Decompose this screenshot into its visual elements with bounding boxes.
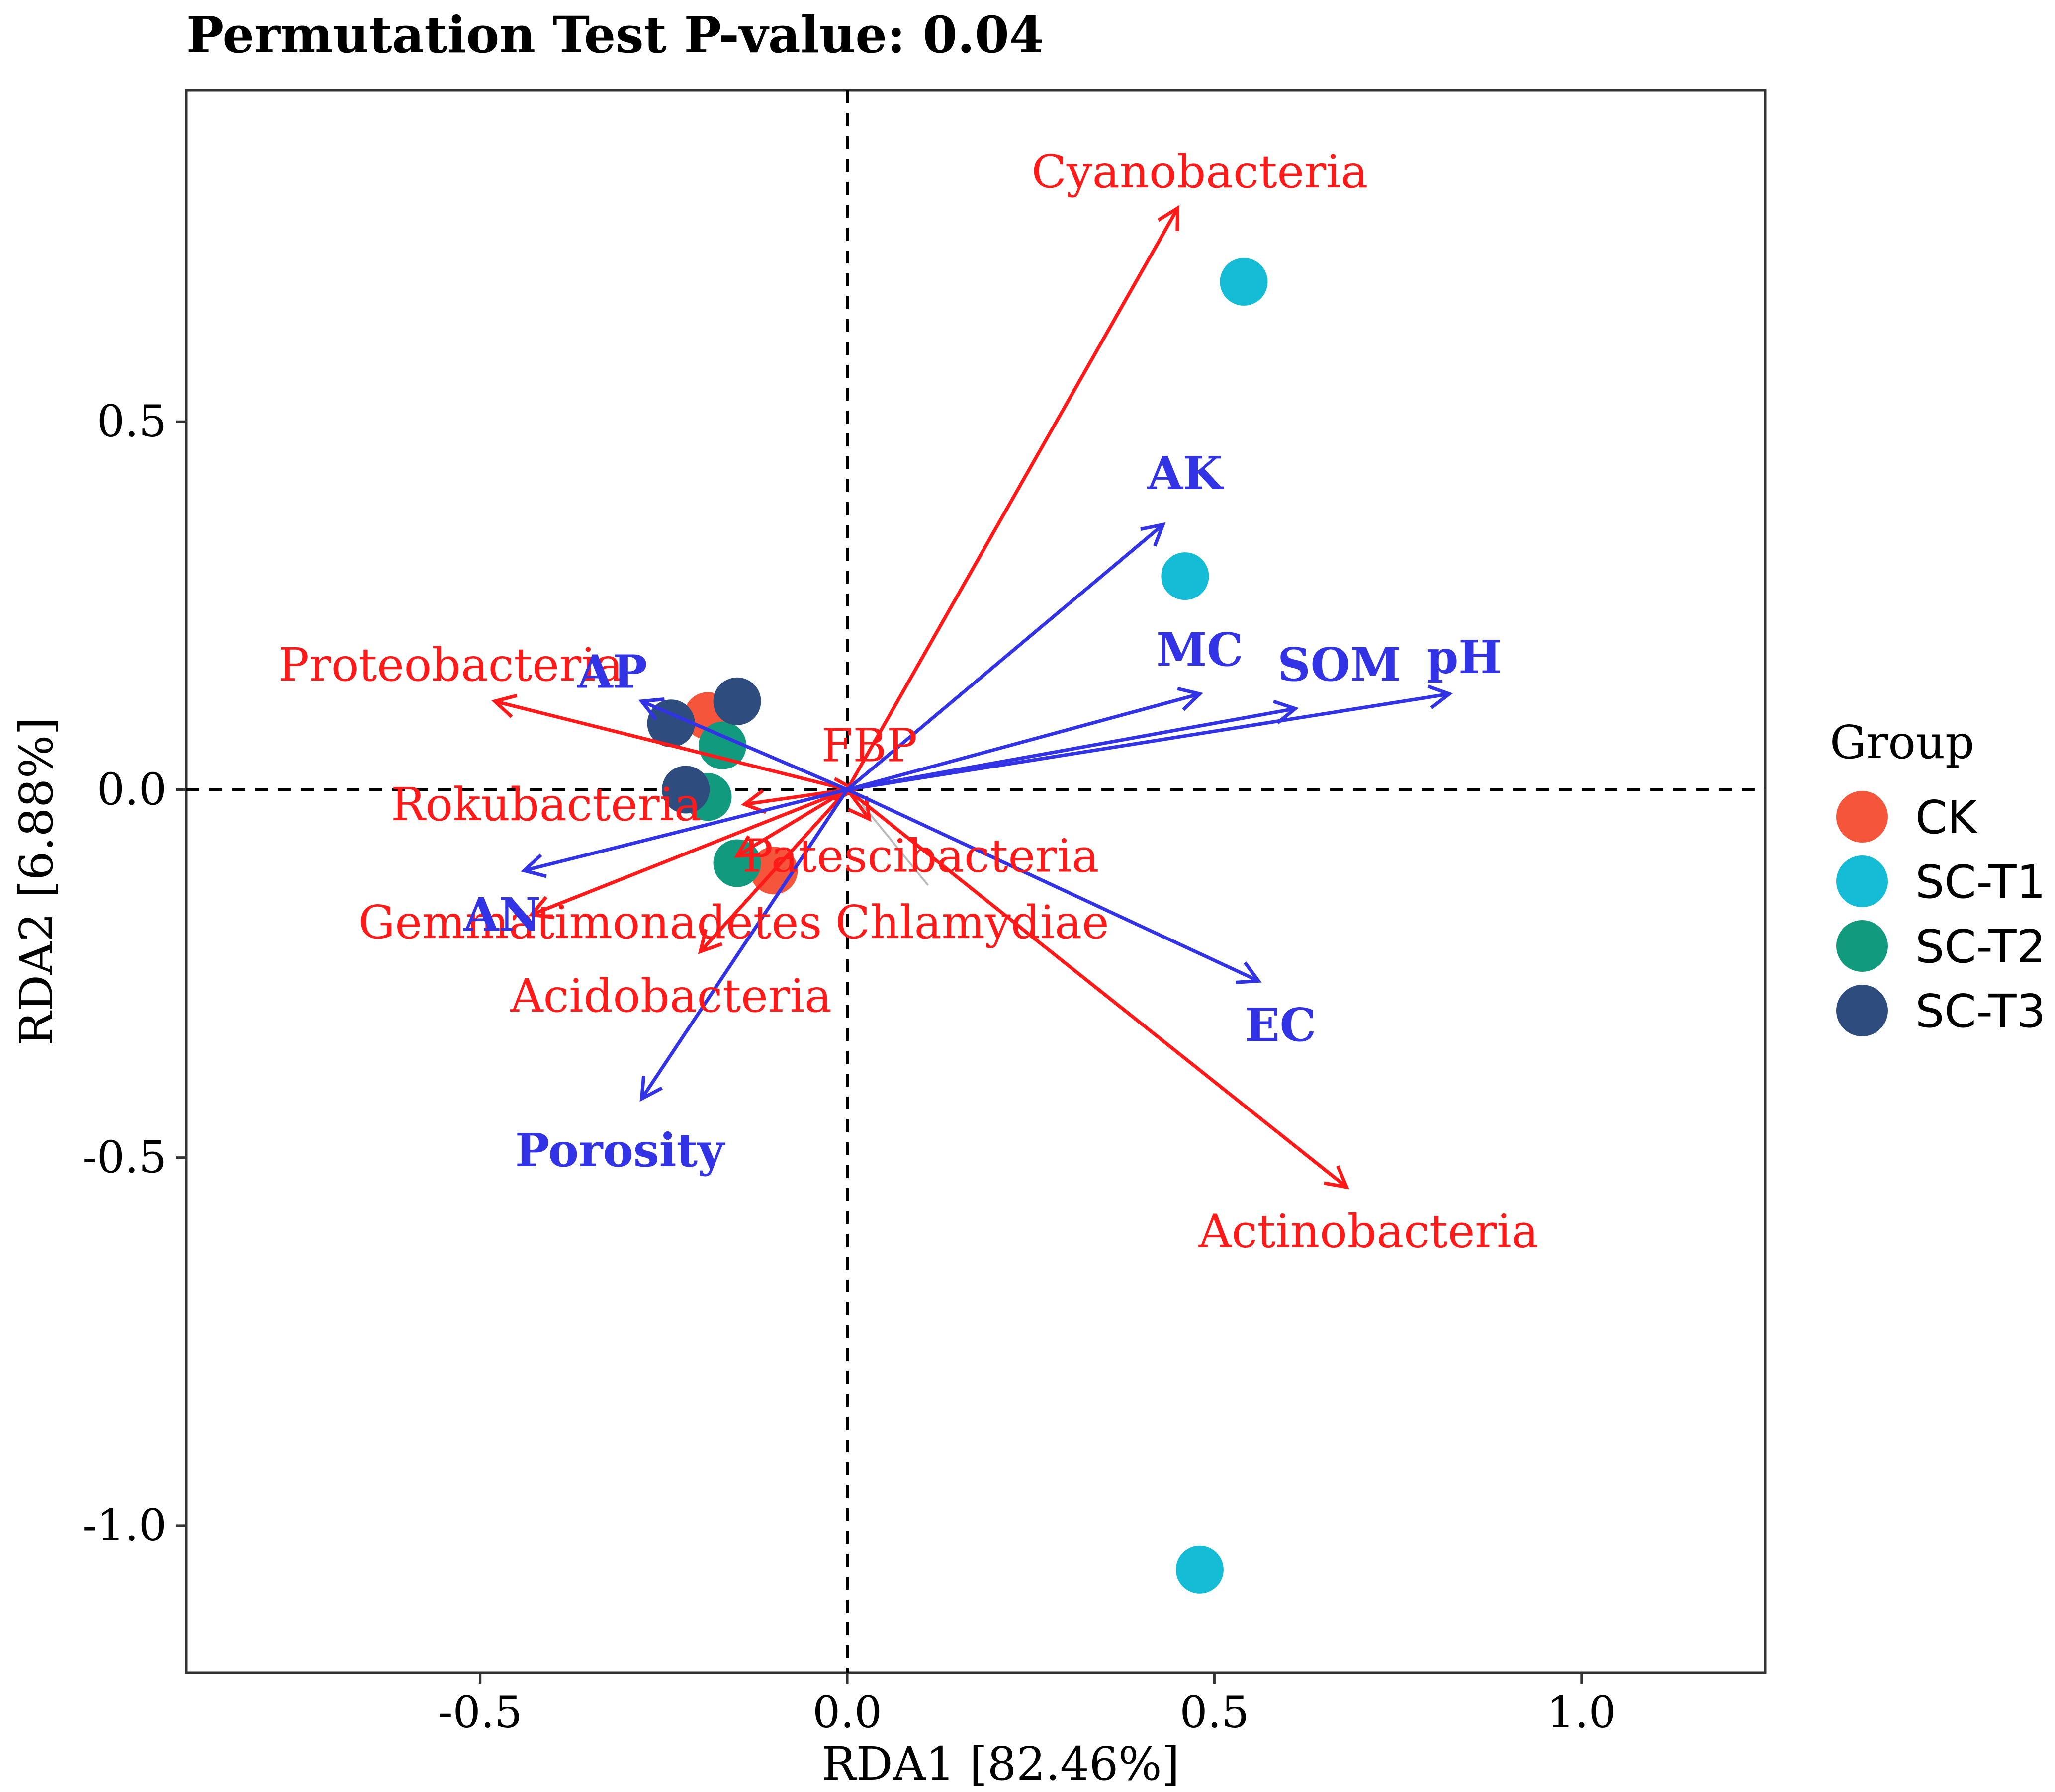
species-label-fbp: FBP (821, 719, 917, 772)
x-tick-label: 1.0 (1547, 1687, 1616, 1738)
env-arrow-ec (846, 788, 1259, 983)
species-arrow-actinobacteria (846, 788, 1348, 1189)
species-label-gemmatimonadetes: Gemmatimonadetes (358, 896, 822, 949)
species-arrow-cyanobacteria (846, 207, 1179, 791)
sample-point-sc-t1-2 (1220, 257, 1268, 306)
sample-point-sc-t3-8 (647, 699, 695, 748)
env-arrowhead-som (1273, 699, 1299, 725)
species-arrowhead-acidobacteria (698, 929, 723, 954)
species-label-proteobacteria: Proteobacteria (278, 638, 623, 691)
y-tick-label: -0.5 (82, 1132, 167, 1183)
legend-label-sc-t2: SC-T2 (1915, 920, 2046, 973)
species-label-cyanobacteria: Cyanobacteria (1032, 145, 1368, 198)
x-tick-label: 0.0 (812, 1687, 882, 1738)
legend-title: Group (1830, 716, 1974, 769)
env-arrowhead-ec (1235, 961, 1262, 984)
species-arrow-patescibacteria (736, 788, 848, 857)
chart-title: Permutation Test P-value: 0.04 (186, 5, 1044, 64)
x-tick-label: 0.5 (1179, 1687, 1249, 1738)
species-arrow-rokubacteria (744, 787, 848, 806)
x-tick-label: -0.5 (438, 1687, 523, 1738)
env-arrowhead-mc (1177, 686, 1203, 711)
env-arrowhead-ph (1427, 684, 1453, 709)
sample-point-sc-t2-5 (699, 721, 747, 769)
env-arrow-an (524, 788, 848, 872)
legend-label-sc-t3: SC-T3 (1915, 985, 2046, 1038)
env-label-ph: pH (1427, 630, 1502, 684)
env-arrow-mc (847, 692, 1200, 791)
env-label-ec: EC (1245, 998, 1316, 1052)
legend-swatch-sc-t1 (1836, 855, 1888, 907)
legend-swatch-ck (1836, 791, 1888, 843)
faint-connector-line (861, 803, 929, 886)
x-axis-label: RDA1 [82.46%] (822, 1737, 1180, 1791)
species-label-rokubacteria: Rokubacteria (391, 778, 702, 831)
legend-swatch-sc-t3 (1836, 985, 1888, 1036)
species-label-patescibacteria: Patescibacteria (742, 830, 1099, 883)
y-axis-label: RDA2 [6.88%] (10, 717, 63, 1046)
env-label-an: AN (463, 888, 540, 941)
species-arrowhead-gemmatimonadetes (528, 896, 555, 920)
env-label-ak: AK (1147, 446, 1224, 500)
species-arrow-proteobacteria (494, 699, 848, 791)
species-arrowhead-rokubacteria (741, 789, 767, 814)
legend-swatch-sc-t2 (1836, 920, 1888, 972)
env-arrowhead-ak (1140, 522, 1166, 547)
env-label-ap: AP (577, 645, 647, 699)
sample-point-sc-t3-9 (713, 677, 761, 725)
species-arrow-acidobacteria (699, 788, 849, 953)
env-arrow-ak (846, 523, 1164, 791)
env-label-porosity: Porosity (515, 1123, 725, 1177)
species-arrow-gemmatimonadetes (531, 788, 848, 917)
y-tick-label: 0.5 (97, 396, 167, 447)
legend-label-ck: CK (1915, 791, 1978, 844)
species-arrowhead-patescibacteria (734, 835, 760, 858)
species-label-chlamydiae: Chlamydiae (835, 896, 1109, 949)
legend-label-sc-t1: SC-T1 (1915, 855, 2046, 909)
y-tick-label: 0.0 (97, 764, 167, 815)
sample-point-sc-t3-10 (662, 766, 710, 814)
species-arrowhead-actinobacteria (1324, 1165, 1349, 1190)
env-arrowhead-an (521, 853, 547, 878)
species-label-acidobacteria: Acidobacteria (510, 969, 832, 1023)
sample-point-sc-t2-7 (713, 839, 761, 887)
species-arrowhead-cyanobacteria (1157, 205, 1180, 231)
plot-panel-border (185, 89, 1767, 1674)
species-label-actinobacteria: Actinobacteria (1198, 1205, 1539, 1258)
sample-point-sc-t1-3 (1161, 552, 1209, 600)
y-tick-label: -1.0 (82, 1500, 167, 1551)
env-arrow-ph (847, 692, 1450, 791)
env-label-som: SOM (1277, 638, 1401, 691)
env-arrow-ap (641, 699, 848, 791)
env-arrow-porosity (640, 788, 849, 1100)
env-arrowhead-ap (638, 697, 665, 721)
species-arrowhead-proteobacteria (491, 693, 518, 718)
sample-point-sc-t1-4 (1175, 1545, 1224, 1594)
env-label-mc: MC (1156, 623, 1243, 677)
env-arrowhead-porosity (639, 1076, 663, 1102)
